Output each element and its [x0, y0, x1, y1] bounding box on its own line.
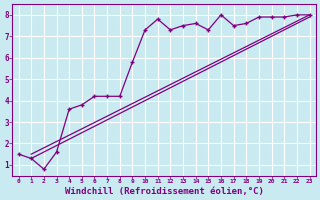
X-axis label: Windchill (Refroidissement éolien,°C): Windchill (Refroidissement éolien,°C) — [65, 187, 263, 196]
